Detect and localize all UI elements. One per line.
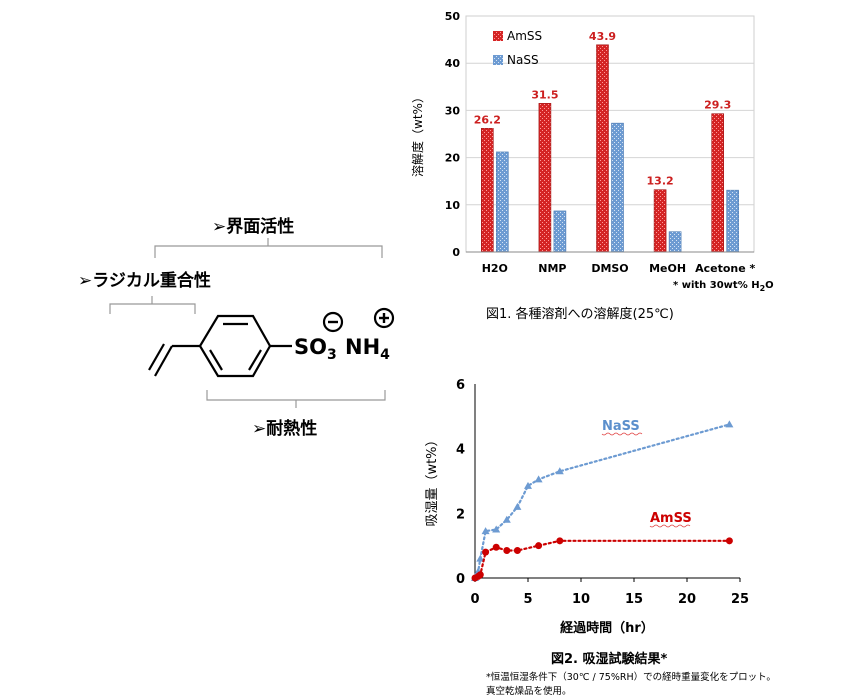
y-tick-label: 0 — [456, 572, 465, 587]
y-tick-label: 20 — [445, 152, 461, 165]
chart2-note-line1: *恒温恒湿条件下（30℃ / 75%RH）での経時重量変化をプロット。 — [486, 672, 776, 683]
gridlines — [466, 62, 754, 206]
data-point-amss — [482, 548, 490, 556]
so3-label: SO3 — [294, 335, 337, 363]
y-tick-label: 6 — [456, 378, 465, 393]
data-point-amss — [492, 543, 500, 551]
y-tick-labels: 0 10 20 30 40 50 — [445, 10, 461, 259]
data-point-nass — [524, 481, 532, 489]
bracket-heat — [206, 390, 386, 408]
category-label: DMSO — [591, 262, 628, 275]
vinyl-double-bond — [148, 343, 165, 371]
data-point-nass — [502, 515, 511, 523]
data-point-amss — [556, 537, 564, 545]
vinyl-double-bond — [154, 345, 173, 377]
series-label-amss: AmSS — [650, 511, 692, 526]
category-label: NMP — [538, 262, 566, 275]
data-point-nass — [476, 554, 485, 562]
legend-swatch-amss — [493, 31, 503, 41]
category-labels: H2O NMP DMSO MeOH Acetone * — [482, 262, 756, 275]
series-label-nass: NaSS — [602, 419, 640, 434]
label-heat-resistance: ➢耐熱性 — [252, 419, 318, 439]
x-axis-title: 経過時間（hr） — [560, 620, 654, 636]
nh4-label: NH4 — [345, 335, 390, 363]
minus-charge-icon — [322, 311, 344, 333]
y-axis-title: 吸湿量（wt%） — [425, 433, 440, 526]
data-point-amss — [503, 547, 511, 555]
y-tick-label: 10 — [445, 199, 461, 212]
chart1-caption: 図1. 各種溶剤への溶解度(25℃) — [486, 307, 674, 322]
data-point-amss — [513, 547, 521, 555]
label-radical-polymerizability: ➢ラジカル重合性 — [78, 271, 211, 291]
chart2-caption: 図2. 吸湿試験結果* — [551, 652, 668, 667]
x-tick-label: 15 — [625, 592, 643, 607]
ring-double-bond — [248, 349, 262, 371]
y-tick-label: 0 — [452, 246, 460, 259]
data-label: 31.5 — [531, 88, 558, 101]
legend-label-nass: NaSS — [507, 53, 539, 67]
y-tick-label: 30 — [445, 104, 461, 117]
x-tick-label: 25 — [731, 592, 749, 607]
chart1-footnote: * with 30wt% H2O — [673, 280, 774, 293]
y-tick-label: 2 — [456, 507, 465, 522]
ring-double-bond — [209, 349, 223, 371]
chart2-note-line2: 真空乾燥品を使用。 — [486, 686, 572, 697]
data-point-amss — [476, 571, 484, 579]
bracket-radical — [109, 296, 196, 314]
series — [471, 420, 734, 582]
data-point-nass — [534, 475, 543, 483]
x-tick-label: 5 — [523, 592, 532, 607]
category-label: Acetone * — [695, 262, 755, 275]
data-label: 26.2 — [474, 113, 501, 126]
data-labels: 26.2 31.5 43.9 13.2 29.3 — [474, 30, 732, 188]
x-tick-label: 0 — [470, 592, 479, 607]
category-label: H2O — [482, 262, 508, 275]
series-line-nass — [473, 423, 731, 580]
data-point-nass — [481, 527, 490, 535]
squiggle-underline — [601, 432, 643, 436]
y-tick-label: 4 — [456, 443, 465, 458]
x-tick-label: 20 — [678, 592, 696, 607]
data-label: 29.3 — [704, 99, 731, 112]
category-label: MeOH — [649, 262, 686, 275]
y-tick-label: 40 — [445, 57, 461, 70]
series-line-amss — [473, 539, 731, 580]
data-label: 13.2 — [647, 175, 674, 188]
data-point-nass — [513, 502, 522, 510]
y-tick-label: 50 — [445, 10, 461, 23]
legend-label-amss: AmSS — [507, 29, 542, 43]
x-tick-label: 10 — [572, 592, 590, 607]
squiggle-underline — [649, 524, 691, 528]
plus-charge-icon — [373, 307, 395, 329]
data-point-nass — [725, 420, 734, 428]
data-label: 43.9 — [589, 30, 616, 43]
label-interface-activity: ➢界面活性 — [212, 217, 295, 237]
tick-labels: 0 2 4 6 0 5 10 15 20 25 — [456, 378, 749, 607]
legend-swatch-nass — [493, 55, 503, 65]
y-axis-title: 溶解度（wt%） — [410, 91, 425, 177]
bracket-interface — [154, 238, 383, 258]
data-point-amss — [725, 537, 733, 545]
data-point-amss — [535, 542, 543, 550]
data-point-nass — [492, 525, 501, 533]
data-point-nass — [555, 467, 564, 475]
